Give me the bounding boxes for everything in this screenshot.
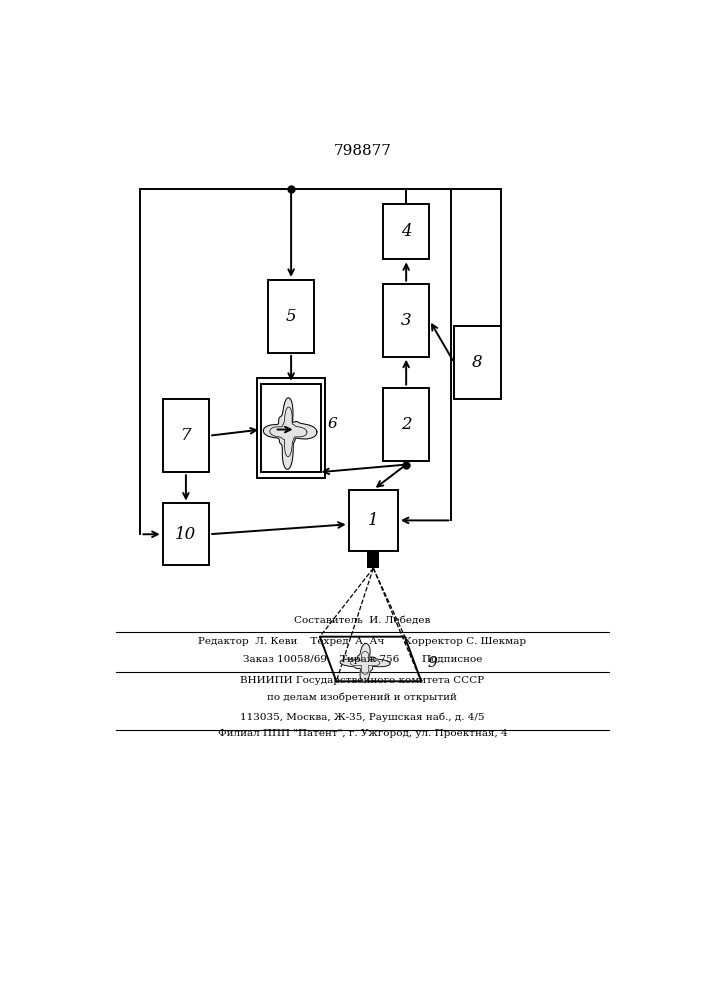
Text: 798877: 798877: [334, 144, 391, 158]
Text: Составитель  И. Лебедев: Составитель И. Лебедев: [294, 616, 431, 625]
Text: 9: 9: [428, 656, 438, 670]
Bar: [261, 384, 321, 472]
Text: 7: 7: [180, 427, 191, 444]
Text: 1: 1: [368, 512, 379, 529]
Bar: [163, 399, 209, 472]
Text: 3: 3: [401, 312, 411, 329]
Text: ВНИИПИ Государственного комитета СССР: ВНИИПИ Государственного комитета СССР: [240, 676, 484, 685]
Bar: [163, 503, 209, 565]
Text: 113035, Москва, Ж-35, Раушская наб., д. 4/5: 113035, Москва, Ж-35, Раушская наб., д. …: [240, 712, 484, 722]
Text: Редактор  Л. Кеви    Техред  А. Ач      Корректор С. Шекмар: Редактор Л. Кеви Техред А. Ач Корректор …: [198, 637, 527, 646]
Polygon shape: [340, 644, 390, 682]
Text: 4: 4: [401, 223, 411, 240]
Bar: [367, 551, 380, 568]
Bar: [383, 284, 429, 357]
Polygon shape: [263, 398, 317, 469]
Bar: [383, 204, 429, 259]
Text: по делам изобретений и открытий: по делам изобретений и открытий: [267, 693, 457, 702]
Bar: [268, 280, 315, 353]
Bar: [383, 388, 429, 461]
Text: 6: 6: [328, 417, 337, 431]
Bar: [349, 490, 398, 551]
Bar: [257, 378, 325, 478]
Text: Филиал ППП "Патент", г. Ужгород, ул. Проектная, 4: Филиал ППП "Патент", г. Ужгород, ул. Про…: [218, 729, 507, 738]
Text: 10: 10: [175, 526, 197, 543]
Polygon shape: [320, 637, 421, 681]
Text: 8: 8: [472, 354, 483, 371]
Bar: [454, 326, 501, 399]
Text: 5: 5: [286, 308, 296, 325]
Text: Заказ 10058/69    Тираж 756       Подписное: Заказ 10058/69 Тираж 756 Подписное: [243, 654, 482, 664]
Text: 2: 2: [401, 416, 411, 433]
